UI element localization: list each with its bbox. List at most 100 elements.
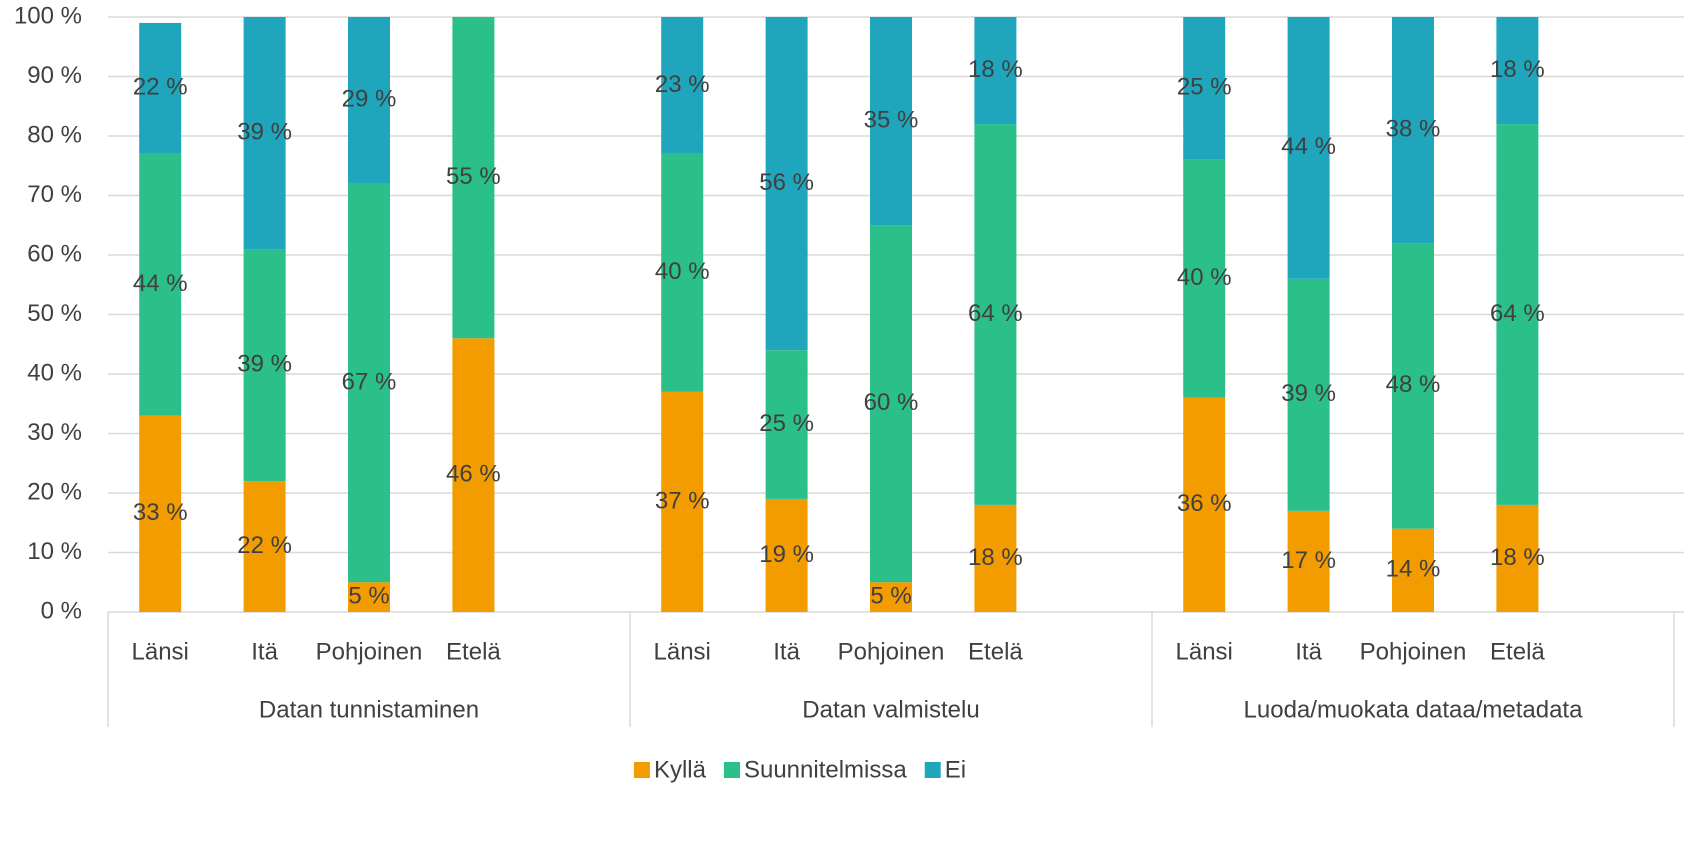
x-tick-label: Etelä: [1490, 638, 1545, 665]
legend-swatch: [924, 762, 941, 778]
legend-swatch: [633, 762, 650, 778]
data-label: 5 %: [870, 582, 911, 609]
y-tick-label: 0 %: [41, 597, 82, 624]
data-label: 39 %: [237, 118, 292, 145]
data-label: 64 %: [968, 300, 1023, 327]
bar-segment: [1287, 510, 1330, 612]
x-tick-label: Itä: [773, 638, 800, 665]
data-label: 44 %: [1281, 133, 1336, 160]
bar-segment: [139, 415, 182, 612]
y-tick-label: 70 %: [27, 181, 82, 208]
bar-segment: [1496, 504, 1539, 612]
bar-segment: [1183, 397, 1226, 612]
group-label: Datan valmistelu: [802, 696, 979, 723]
bar-segment: [139, 153, 182, 416]
bar-segment: [243, 249, 286, 482]
x-tick-label: Länsi: [654, 638, 711, 665]
bar-segment: [661, 153, 704, 392]
bar-segment: [1496, 124, 1539, 505]
data-label: 18 %: [1490, 544, 1545, 571]
legend-label: Kyllä: [654, 756, 707, 783]
data-label: 25 %: [1177, 74, 1232, 101]
data-label: 46 %: [446, 460, 501, 487]
data-label: 22 %: [237, 532, 292, 559]
x-tick-label: Pohjoinen: [316, 638, 423, 665]
bar-segment: [661, 17, 704, 154]
data-label: 48 %: [1386, 371, 1441, 398]
group-label: Luoda/muokata dataa/metadata: [1244, 696, 1584, 723]
bar-segment: [1392, 243, 1434, 529]
data-label: 19 %: [759, 541, 814, 568]
bar-segment: [1287, 17, 1330, 279]
group-label: Datan tunnistaminen: [259, 696, 479, 723]
data-label: 36 %: [1177, 490, 1232, 517]
data-label: 40 %: [1177, 264, 1232, 291]
data-label: 14 %: [1386, 556, 1441, 583]
bar-segment: [348, 582, 390, 612]
bar-segment: [1392, 17, 1434, 244]
bar-segment: [1183, 159, 1226, 398]
data-label: 55 %: [446, 163, 501, 190]
y-tick-label: 100 %: [14, 2, 82, 29]
legend-label: Ei: [945, 756, 966, 783]
bar-segment: [1392, 528, 1434, 612]
bar-segment: [974, 17, 1017, 125]
data-label: 37 %: [655, 487, 710, 514]
legend-label: Suunnitelmissa: [744, 756, 907, 783]
data-label: 60 %: [864, 389, 919, 416]
bar-segment: [348, 183, 390, 583]
data-label: 35 %: [864, 106, 919, 133]
bar-segment: [1183, 17, 1226, 160]
y-tick-label: 10 %: [27, 538, 82, 565]
bar-segment: [139, 22, 182, 154]
data-label: 23 %: [655, 71, 710, 98]
data-label: 18 %: [968, 56, 1023, 83]
bar-segment: [452, 338, 495, 612]
bar-segment: [870, 17, 912, 226]
bar-segment: [765, 498, 808, 612]
y-tick-label: 40 %: [27, 359, 82, 386]
data-label: 67 %: [342, 368, 397, 395]
bar-segment: [661, 391, 704, 612]
y-tick-label: 80 %: [27, 121, 82, 148]
data-label: 29 %: [342, 86, 397, 113]
data-label: 22 %: [133, 74, 188, 101]
x-tick-label: Etelä: [968, 638, 1023, 665]
data-label: 38 %: [1386, 115, 1441, 142]
bar-segment: [974, 504, 1017, 612]
bar-segment: [243, 481, 286, 612]
data-label: 25 %: [759, 410, 814, 437]
x-tick-label: Itä: [1295, 638, 1322, 665]
y-tick-label: 50 %: [27, 300, 82, 327]
data-label: 39 %: [1281, 380, 1336, 407]
data-label: 39 %: [237, 350, 292, 377]
data-label: 40 %: [655, 258, 710, 285]
bar-segment: [765, 350, 808, 499]
bar-segment: [870, 225, 912, 583]
y-tick-label: 60 %: [27, 240, 82, 267]
y-tick-label: 90 %: [27, 62, 82, 89]
bar-segment: [1287, 278, 1330, 511]
data-label: 64 %: [1490, 300, 1545, 327]
bar-segment: [452, 17, 495, 339]
bar-segment: [348, 17, 390, 184]
data-label: 18 %: [1490, 56, 1545, 83]
data-label: 5 %: [348, 582, 389, 609]
x-tick-label: Länsi: [1176, 638, 1233, 665]
bar-segment: [1496, 17, 1539, 125]
data-label: 18 %: [968, 544, 1023, 571]
data-label: 56 %: [759, 169, 814, 196]
bar-segment: [765, 17, 808, 351]
y-tick-label: 20 %: [27, 478, 82, 505]
x-tick-label: Itä: [251, 638, 278, 665]
data-label: 33 %: [133, 499, 188, 526]
x-tick-label: Länsi: [132, 638, 189, 665]
bar-segment: [243, 17, 286, 250]
data-label: 44 %: [133, 270, 188, 297]
x-tick-label: Pohjoinen: [1360, 638, 1467, 665]
bar-segment: [870, 582, 912, 612]
data-label: 17 %: [1281, 547, 1336, 574]
x-tick-label: Pohjoinen: [838, 638, 945, 665]
bars: [139, 17, 1539, 612]
